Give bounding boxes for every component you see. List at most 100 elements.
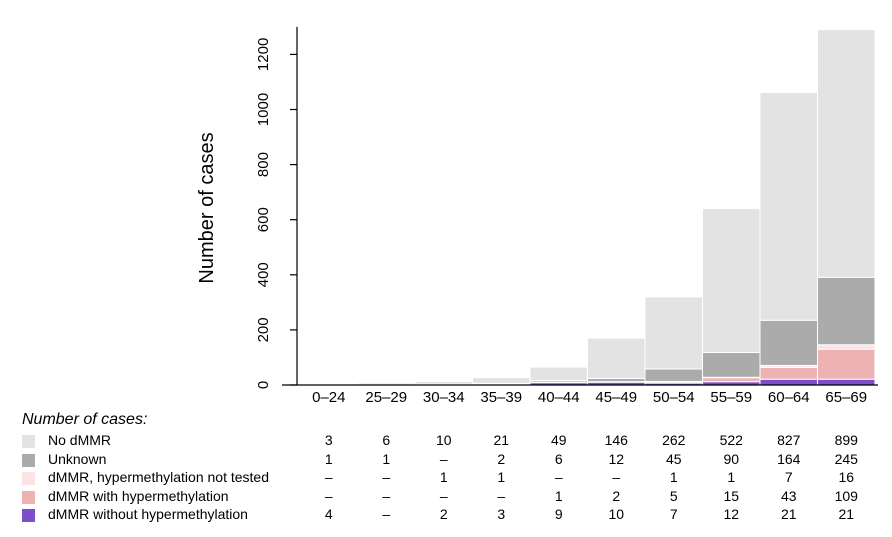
- x-tick-label: 65–69: [825, 389, 867, 406]
- table-cell: 10: [608, 506, 625, 522]
- x-tick-label: 35–39: [480, 389, 522, 406]
- bar-segment-50–54-4: [644, 296, 703, 370]
- table-cell: –: [497, 487, 506, 504]
- bar-segment-45–49-4: [587, 337, 646, 379]
- bar-segment-65–69-4: [817, 29, 876, 278]
- row-label: dMMR with hypermethylation: [48, 487, 229, 504]
- y-tick-label: 1200: [255, 38, 272, 71]
- table-cell: 16: [838, 469, 855, 485]
- table-cell: 21: [838, 506, 855, 522]
- bar-segment-55–59-3: [702, 351, 761, 378]
- legend-swatch: [22, 453, 35, 467]
- table-cell: –: [612, 469, 621, 485]
- legend-swatch: [22, 472, 35, 485]
- y-tick-label: 400: [255, 262, 272, 287]
- bar-segment-60–64-4: [759, 91, 818, 321]
- table-cell: –: [382, 469, 391, 485]
- bar-segment-65–69-3: [817, 276, 876, 346]
- table-cell: 262: [662, 432, 686, 448]
- table-cell: 4: [324, 506, 333, 522]
- x-tick-label: 45–49: [595, 389, 637, 406]
- bar-segment-65–69-0: [817, 378, 876, 386]
- table-cell: 2: [612, 487, 621, 504]
- table-cell: –: [324, 469, 333, 485]
- table-cell: 21: [780, 506, 797, 522]
- table-cell: 43: [780, 487, 797, 504]
- x-tick-label: 60–64: [768, 389, 810, 406]
- table-cell: 109: [834, 487, 858, 504]
- table-cell: 12: [608, 450, 625, 467]
- y-axis: 0 200 400 600 800 1000 1200: [255, 26, 298, 389]
- x-tick-label: 40–44: [538, 389, 580, 406]
- legend-swatch: [22, 509, 35, 522]
- x-axis: 0–24 25–29 30–34 35–39 40–44 45–49 50–54 55–59 6…: [282, 384, 878, 406]
- table-cell: 2: [439, 506, 448, 522]
- table-cell: 49: [550, 432, 567, 448]
- x-tick-label: 55–59: [710, 389, 752, 406]
- y-tick-label: 600: [255, 207, 272, 232]
- bar-segment-65–69-2: [817, 344, 876, 350]
- table-cell: 827: [777, 432, 801, 448]
- table-cell: 2: [497, 450, 506, 467]
- table-cell: 45: [665, 450, 682, 467]
- table-cell: 1: [382, 450, 391, 467]
- row-label: dMMR without hypermethylation: [48, 506, 248, 522]
- table-cell: –: [439, 450, 448, 467]
- x-tick-label: 30–34: [423, 389, 465, 406]
- table-cell: 15: [723, 487, 740, 504]
- table-cell: 1: [324, 450, 333, 467]
- table-cell: 3: [324, 432, 333, 448]
- table-cell: 522: [719, 432, 743, 448]
- table-title: Number of cases:: [22, 411, 148, 428]
- table-cell: –: [554, 469, 563, 485]
- table-cell: 1: [497, 469, 506, 485]
- stacked-bar-chart: 0 200 400 600 800 1000 1200 0–24 25–29 30–34 35–3…: [196, 26, 878, 406]
- table-cell: 1: [439, 469, 448, 485]
- table-row: Unknown 1 1 – 2 6 12 45 90 164 245: [0, 451, 892, 469]
- table-cell: 899: [834, 432, 858, 448]
- bar-segment-60–64-1: [759, 366, 818, 380]
- table-cell: 9: [554, 506, 563, 522]
- y-tick-label: 1000: [255, 93, 272, 126]
- table-row: No dMMR 3 6 10 21 49 146 262 522 827 899: [0, 432, 892, 450]
- x-tick-label: 25–29: [365, 389, 407, 406]
- table-cell: 1: [669, 469, 678, 485]
- table-cell: –: [382, 487, 391, 504]
- table-row: dMMR with hypermethylation – – – – 1 2 5 15 43 109: [0, 488, 892, 506]
- table-cell: –: [382, 506, 391, 522]
- table-cell: 146: [604, 432, 628, 448]
- x-tick-label: 50–54: [653, 389, 695, 406]
- table-cell: 21: [493, 432, 510, 448]
- legend-swatch: [22, 490, 35, 504]
- bar-segment-35–39-4: [472, 377, 531, 384]
- bars-group: [299, 29, 876, 386]
- y-tick-label: 800: [255, 152, 272, 177]
- table-cell: 90: [723, 450, 740, 467]
- bar-segment-60–64-3: [759, 319, 818, 366]
- table-row: dMMR without hypermethylation 4 – 2 3 9 10 7 12 2…: [0, 506, 892, 524]
- legend-swatch: [22, 435, 35, 448]
- row-label: No dMMR: [48, 432, 112, 448]
- table-cell: 1: [727, 469, 736, 485]
- y-tick-label: 200: [255, 317, 272, 342]
- bar-segment-50–54-3: [644, 368, 703, 382]
- y-tick-label: 0: [255, 381, 272, 389]
- table-cell: 6: [382, 432, 391, 448]
- row-label: Unknown: [48, 450, 107, 467]
- table-cell: 245: [834, 450, 858, 467]
- bar-segment-0–24-4: [299, 382, 358, 385]
- table-cell: 3: [497, 506, 506, 522]
- row-label: dMMR, hypermethylation not tested: [48, 469, 269, 485]
- bar-segment-65–69-1: [817, 348, 876, 380]
- table-cell: 164: [777, 450, 801, 467]
- bar-segment-30–34-4: [414, 380, 473, 385]
- table-cell: 1: [554, 487, 563, 504]
- bar-segment-60–64-0: [759, 378, 818, 386]
- y-axis-title: Number of cases: [196, 132, 218, 283]
- table-cell: 7: [784, 469, 793, 485]
- table-cell: 12: [723, 506, 740, 522]
- table-cell: 6: [554, 450, 563, 467]
- x-tick-label: 0–24: [312, 389, 345, 406]
- table-row: dMMR, hypermethylation not tested – – 1 1 – – 1…: [0, 469, 892, 487]
- table-cell: 5: [669, 487, 678, 504]
